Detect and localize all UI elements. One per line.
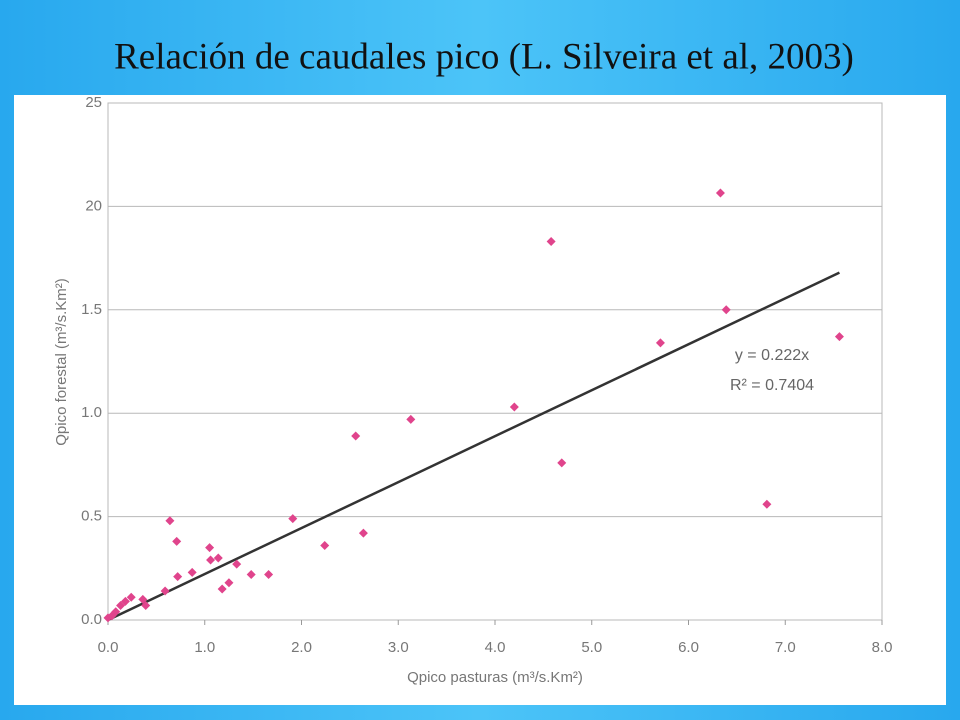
- point: [205, 543, 215, 553]
- point: [232, 559, 242, 569]
- r-squared: R² = 0.7404: [730, 377, 814, 394]
- point: [715, 188, 725, 198]
- point: [264, 570, 274, 580]
- point: [165, 516, 175, 526]
- point: [406, 414, 416, 424]
- point: [509, 402, 519, 412]
- point: [126, 592, 136, 602]
- point: [116, 601, 126, 611]
- point: [206, 555, 216, 565]
- point: [103, 613, 113, 623]
- point: [187, 567, 197, 577]
- point: [172, 536, 182, 546]
- point: [320, 541, 330, 551]
- y-tick-label: 0.0: [81, 611, 102, 628]
- x-tick-label: 3.0: [388, 639, 409, 656]
- x-tick-label: 8.0: [872, 639, 893, 656]
- x-tick-label: 6.0: [678, 639, 699, 656]
- x-tick-label: 5.0: [581, 639, 602, 656]
- chart-panel: [14, 95, 946, 705]
- point: [721, 305, 731, 315]
- point: [160, 586, 170, 596]
- trendline: [107, 271, 840, 622]
- y-tick-label: 0.5: [81, 508, 102, 525]
- x-tick-label: 1.0: [194, 639, 215, 656]
- y-tick-label: 1.5: [81, 301, 102, 318]
- y-tick-label: 25: [85, 94, 102, 111]
- point: [138, 594, 148, 604]
- point: [141, 601, 151, 611]
- x-tick-label: 0.0: [98, 639, 119, 656]
- point: [834, 332, 844, 342]
- point: [173, 572, 183, 582]
- point: [351, 431, 361, 441]
- point: [224, 578, 234, 588]
- point: [217, 584, 227, 594]
- point: [762, 499, 772, 509]
- point: [655, 338, 665, 348]
- point: [557, 458, 567, 468]
- y-tick-label: 1.0: [81, 404, 102, 421]
- y-tick-label: 20: [85, 197, 102, 214]
- x-tick-label: 2.0: [291, 639, 312, 656]
- x-tick-label: 7.0: [775, 639, 796, 656]
- x-axis-label: Qpico pasturas (m³/s.Km²): [407, 669, 583, 686]
- point: [358, 528, 368, 538]
- equation: y = 0.222x: [735, 347, 809, 364]
- x-tick-label: 4.0: [485, 639, 506, 656]
- point: [213, 553, 223, 563]
- y-axis-label: Qpico forestal (m³/s.Km²): [53, 278, 70, 446]
- chart-title: Relación de caudales pico (L. Silveira e…: [114, 36, 854, 77]
- point: [246, 570, 256, 580]
- point: [546, 237, 556, 247]
- point: [288, 514, 298, 524]
